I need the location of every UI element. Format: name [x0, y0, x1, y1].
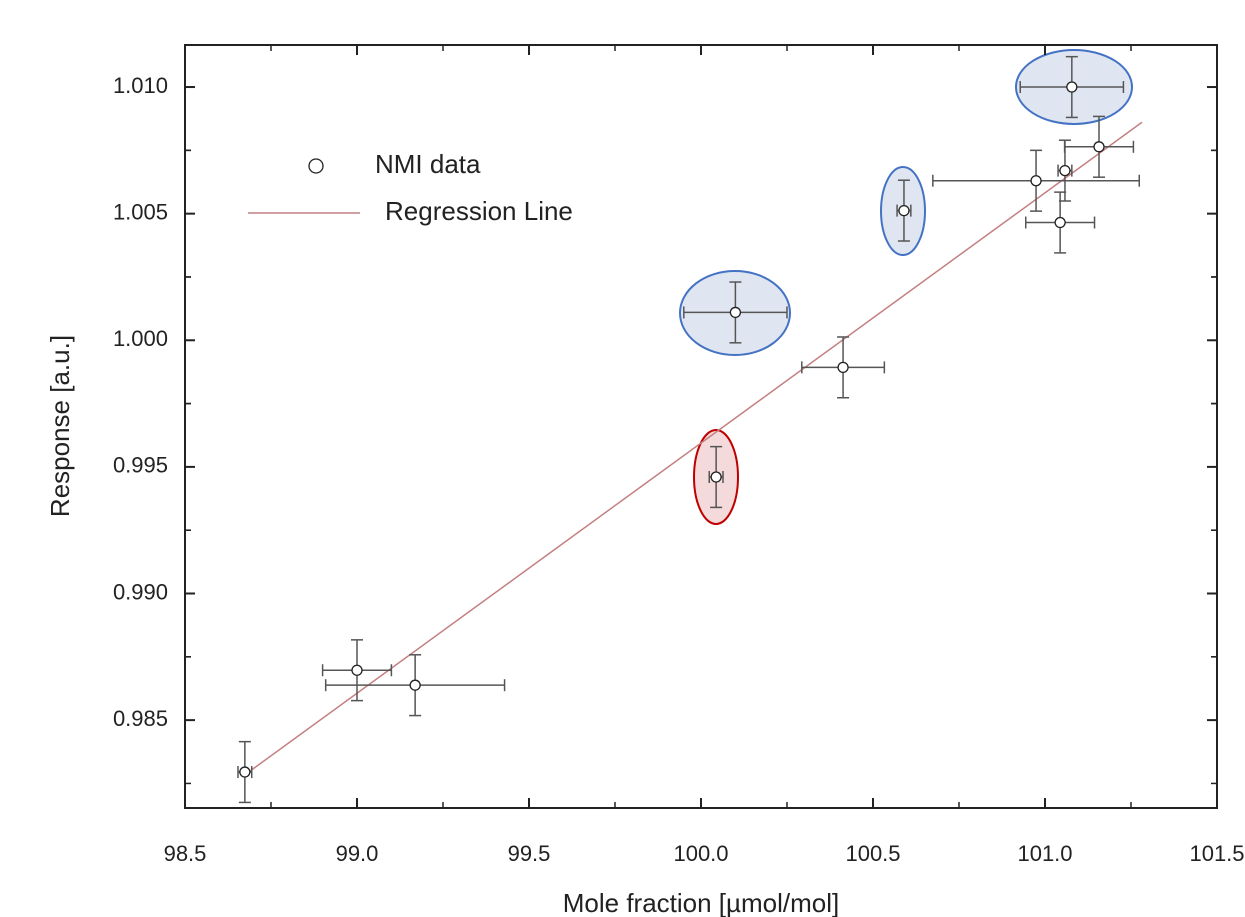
- y-axis-label: Response [a.u.]: [45, 335, 75, 517]
- data-point: [898, 204, 910, 217]
- y-tick-label: 0.985: [113, 706, 168, 731]
- y-tick-label: 0.990: [113, 579, 168, 604]
- legend-label: Regression Line: [385, 196, 573, 226]
- data-point: [239, 766, 251, 778]
- legend-marker: [308, 158, 324, 174]
- data-point: [1030, 175, 1042, 187]
- y-tick-label: 1.000: [113, 326, 168, 351]
- x-tick-label: 100.5: [845, 841, 900, 866]
- x-tick-label: 101.0: [1017, 841, 1072, 866]
- y-tick-label: 0.995: [113, 453, 168, 478]
- data-point: [1059, 164, 1071, 177]
- data-point: [1093, 141, 1105, 153]
- x-tick-label: 100.0: [673, 841, 728, 866]
- data-point: [409, 679, 421, 691]
- x-axis-label: Mole fraction [µmol/mol]: [563, 888, 840, 917]
- regression-line: [244, 121, 1143, 776]
- data-point: [710, 471, 722, 483]
- x-tick-label: 99.0: [336, 841, 379, 866]
- x-tick-label: 99.5: [508, 841, 551, 866]
- data-point: [1066, 81, 1078, 93]
- legend-label: NMI data: [375, 149, 481, 179]
- x-tick-label: 101.5: [1189, 841, 1244, 866]
- y-tick-label: 1.010: [113, 73, 168, 98]
- plot-frame: [184, 44, 1218, 809]
- y-tick-label: 1.005: [113, 199, 168, 224]
- data-point: [729, 306, 742, 319]
- x-tick-label: 98.5: [164, 841, 207, 866]
- data-point: [351, 664, 363, 676]
- data-point: [1054, 216, 1066, 229]
- data-point: [837, 361, 849, 374]
